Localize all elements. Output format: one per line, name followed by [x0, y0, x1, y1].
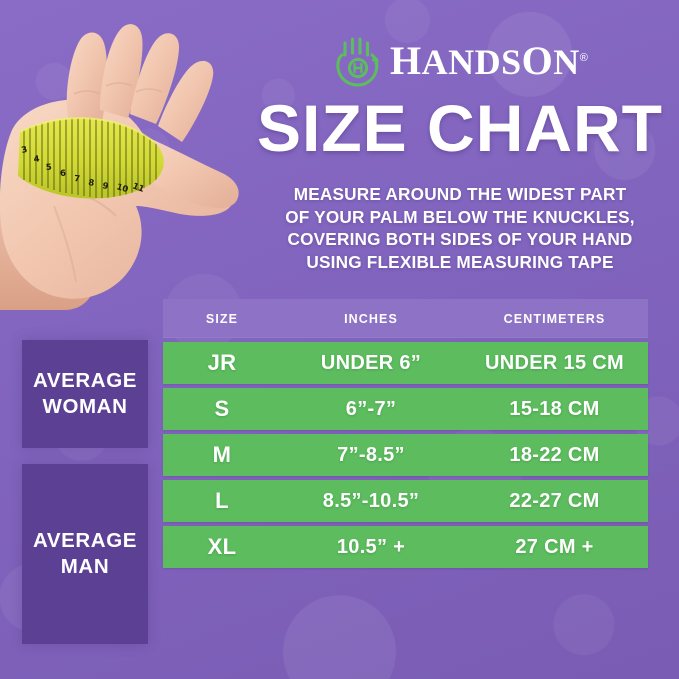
tape-number: 8: [88, 178, 95, 189]
brand-name: HANDSON®: [390, 41, 588, 81]
hand-logo-icon: [336, 37, 379, 87]
cell-centimeters: 15-18 CM: [509, 397, 600, 420]
registered-mark-icon: ®: [579, 52, 589, 64]
cell-size: XL: [207, 534, 237, 559]
average-man-line2: MAN: [60, 555, 110, 578]
side-label-average-man: AVERAGE MAN: [22, 464, 148, 644]
table-row: M 7”-8.5” 18-22 CM: [163, 434, 648, 476]
average-man-line1: AVERAGE: [32, 528, 138, 552]
cell-centimeters: 18-22 CM: [509, 443, 600, 466]
tape-number: 11: [131, 181, 146, 194]
tape-number: 10: [115, 182, 129, 195]
tape-number: 3: [21, 145, 29, 156]
cell-inches: 7”-8.5”: [337, 443, 405, 466]
side-label-average-woman: AVERAGE WOMAN: [22, 340, 148, 448]
table-row: S 6”-7” 15-18 CM: [163, 388, 648, 430]
brand-name-h: H: [390, 38, 422, 83]
cell-size: S: [214, 396, 230, 421]
table-row: XL 10.5” + 27 CM +: [163, 526, 648, 568]
table-header-row: SIZE INCHES CENTIMETERS: [163, 299, 648, 338]
average-woman-line1: AVERAGE: [32, 368, 138, 392]
measuring-tape: 3 4 5 6 7 8 9 10 11: [18, 117, 164, 199]
instructions-line-2: OF YOUR PALM BELOW THE KNUCKLES,: [285, 206, 635, 227]
column-header-size: SIZE: [205, 311, 239, 326]
instructions-line-1: MEASURE AROUND THE WIDEST PART: [293, 184, 627, 204]
instructions-line-3: COVERING BOTH SIDES OF YOUR HAND: [287, 229, 633, 250]
page-title: SIZE CHART: [257, 91, 663, 165]
column-header-centimeters: CENTIMETERS: [503, 311, 606, 326]
instructions-text: MEASURE AROUND THE WIDEST PART OF YOUR P…: [242, 183, 678, 274]
tape-number: 4: [33, 154, 40, 165]
brand-logo: HANDSON®: [334, 35, 588, 87]
brand-name-n: N: [553, 42, 580, 82]
cell-inches: 10.5” +: [336, 535, 406, 558]
size-chart-table: SIZE INCHES CENTIMETERS JR UNDER 6” UNDE…: [163, 299, 648, 568]
average-woman-line2: WOMAN: [42, 395, 128, 418]
column-header-inches: INCHES: [344, 311, 398, 326]
tape-number: 6: [60, 169, 66, 179]
table-row: L 8.5”-10.5” 22-27 CM: [163, 480, 648, 522]
cell-size: JR: [207, 350, 237, 375]
brand-name-o: O: [521, 38, 554, 83]
cell-size: M: [212, 442, 232, 467]
cell-inches: 6”-7”: [345, 397, 397, 420]
cell-size: L: [215, 488, 229, 513]
cell-inches: UNDER 6”: [320, 351, 422, 374]
instructions-line-4: USING FLEXIBLE MEASURING TAPE: [306, 252, 614, 273]
cell-centimeters: 27 CM +: [515, 535, 594, 558]
tape-number: 5: [46, 163, 53, 173]
hand-photo: 3 4 5 6 7 8 9 10 11: [0, 10, 246, 310]
cell-centimeters: UNDER 15 CM: [485, 351, 624, 374]
tape-number: 7: [74, 174, 81, 184]
table-row: JR UNDER 6” UNDER 15 CM: [163, 342, 648, 384]
brand-name-ands: ANDS: [421, 42, 522, 82]
cell-inches: 8.5”-10.5”: [322, 489, 420, 512]
tape-number: 9: [101, 181, 109, 192]
cell-centimeters: 22-27 CM: [509, 489, 600, 512]
